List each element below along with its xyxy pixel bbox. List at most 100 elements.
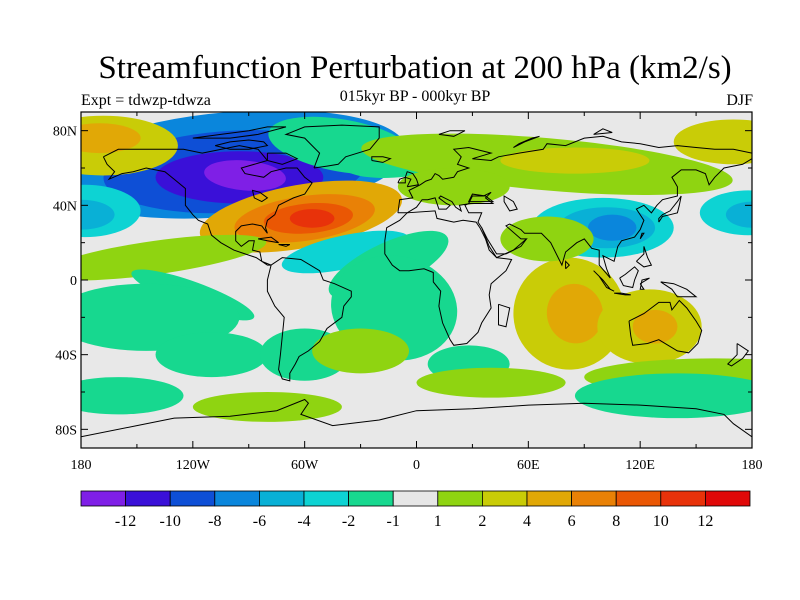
contour-region — [397, 168, 510, 206]
contour-region — [500, 147, 650, 174]
colorbar-swatch — [80, 490, 126, 507]
lon-label: 180 — [71, 458, 92, 473]
coastline — [102, 145, 313, 266]
colorbar-label: 4 — [523, 513, 531, 530]
lon-label: 0 — [413, 458, 420, 473]
lat-label: 80S — [55, 423, 77, 438]
contour-region — [81, 234, 267, 281]
colorbar-swatch — [526, 490, 572, 507]
colorbar-label: 6 — [568, 513, 576, 530]
inland-water — [503, 195, 518, 212]
coastline — [284, 124, 380, 169]
coastline — [619, 266, 639, 289]
coastline — [639, 277, 650, 290]
season-label: DJF — [726, 92, 753, 109]
colorbar-swatch — [481, 490, 528, 507]
colorbar-swatch — [348, 490, 394, 507]
coastline — [404, 171, 420, 188]
contour-region — [289, 209, 335, 228]
contour-region — [204, 160, 286, 191]
colorbar-label: 2 — [478, 513, 486, 530]
coastline — [614, 292, 631, 296]
experiment-label: Expt = tdwzp-tdwza — [81, 92, 211, 109]
contour-region — [725, 201, 752, 228]
coastline — [266, 152, 299, 165]
lon-label: 120E — [625, 458, 655, 473]
coastline — [266, 257, 352, 382]
colorbar-label: 10 — [653, 513, 669, 530]
coastline — [215, 139, 269, 150]
contour-region — [81, 123, 141, 154]
coastline — [192, 126, 287, 139]
colorbar-swatch — [258, 490, 305, 507]
coastline — [371, 156, 392, 163]
colorbar-label: -4 — [297, 513, 310, 530]
colorbar-label: 1 — [434, 513, 442, 530]
contour-region — [312, 328, 410, 374]
colorbar-swatch — [392, 490, 439, 507]
colorbar-swatch — [169, 490, 216, 507]
colorbar-swatch — [437, 490, 483, 507]
chart-subtitle: 015kyr BP - 000kyr BP — [339, 88, 491, 105]
contour-region — [587, 214, 637, 241]
chart-title: Streamfunction Perturbation at 200 hPa (… — [98, 50, 732, 86]
colorbar-label: 8 — [612, 513, 620, 530]
colorbar-label: -1 — [387, 513, 400, 530]
colorbar-label: -6 — [253, 513, 266, 530]
inland-water — [251, 189, 269, 203]
contour-region — [155, 332, 268, 378]
coastline — [565, 260, 571, 270]
coastline — [628, 299, 703, 354]
colorbar-swatch — [303, 490, 349, 507]
coastline — [384, 210, 513, 346]
contour-region — [192, 392, 342, 422]
axis-ticks — [80, 112, 753, 448]
coastlines — [81, 124, 752, 438]
coastline — [593, 270, 615, 292]
coastline — [660, 281, 698, 298]
contour-region — [632, 309, 678, 344]
coastline — [438, 130, 466, 137]
lat-label: 40N — [53, 199, 77, 214]
coastline — [81, 398, 752, 438]
contour-region — [546, 283, 604, 344]
coastline — [278, 244, 291, 247]
coastline — [397, 135, 752, 279]
lon-label: 120W — [176, 458, 211, 473]
colorbar-label: -8 — [208, 513, 221, 530]
contour-region — [673, 119, 752, 165]
colorbar-label: -12 — [115, 513, 136, 530]
coastline — [636, 246, 653, 268]
coastline — [593, 128, 613, 135]
coastline — [639, 232, 645, 240]
lon-label: 180 — [742, 458, 763, 473]
colorbar-swatch — [615, 490, 662, 507]
contour-fields — [81, 112, 752, 422]
coastline — [257, 236, 279, 244]
lat-label: 40S — [55, 349, 77, 364]
coastline — [397, 176, 406, 184]
colorbar: -12 -10 -8 -6 -4 -2 -1 1 2 4 6 8 10 12 — [80, 490, 751, 530]
coastline — [481, 227, 527, 255]
contour-region — [81, 199, 115, 230]
colorbar-label: 12 — [697, 513, 713, 530]
lon-label: 60W — [291, 458, 319, 473]
axis-labels: 80N 40N 0 40S 80S 180 120W 60W 0 60E 120E 180 — [53, 125, 763, 473]
contour-region — [574, 373, 752, 419]
lon-label: 60E — [517, 458, 540, 473]
inland-water — [467, 193, 495, 203]
coastline — [498, 303, 511, 328]
colorbar-swatch — [214, 490, 260, 507]
coastline — [513, 135, 540, 148]
contour-region — [281, 230, 410, 274]
colorbar-label: -10 — [160, 513, 181, 530]
coastline — [726, 343, 750, 367]
colorbar-swatch — [660, 490, 706, 507]
contour-region — [416, 367, 566, 398]
contour-region — [81, 377, 184, 415]
lat-label: 0 — [70, 274, 77, 289]
colorbar-label: -2 — [342, 513, 355, 530]
lat-label: 80N — [53, 125, 77, 140]
coastline — [658, 195, 682, 223]
